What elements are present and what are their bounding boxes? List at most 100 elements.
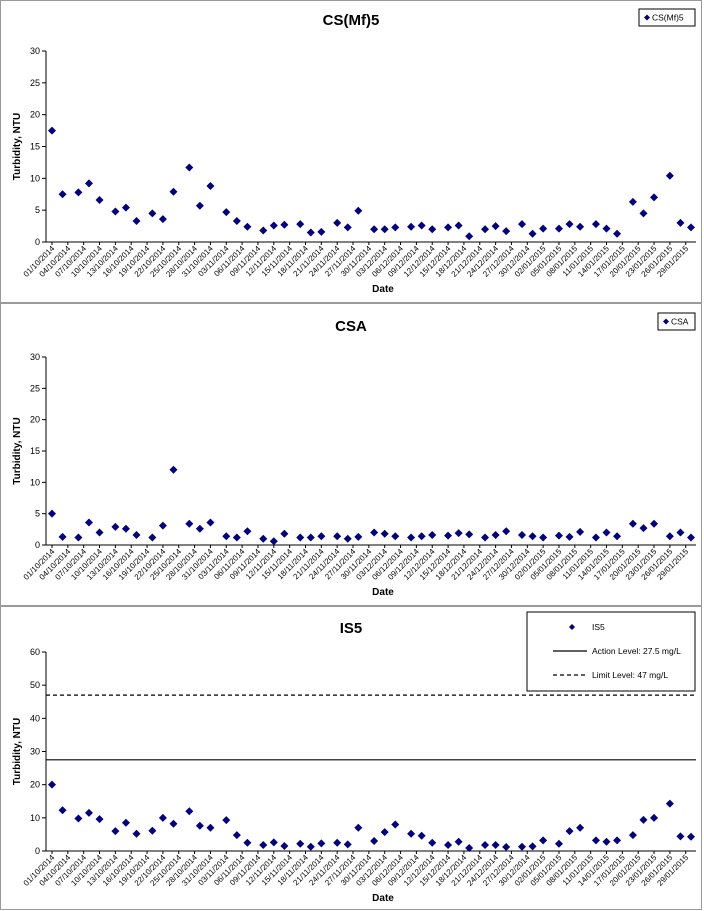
data-point bbox=[243, 222, 252, 231]
data-point bbox=[518, 530, 527, 539]
y-tick-label: 25 bbox=[30, 78, 40, 88]
data-point bbox=[111, 522, 120, 531]
data-point bbox=[391, 820, 400, 829]
data-point bbox=[370, 225, 379, 234]
data-point bbox=[370, 528, 379, 537]
data-point bbox=[317, 227, 326, 236]
data-point bbox=[333, 532, 342, 541]
chart-panel-csa: CSA 0 5 10 15 20 25 30 Turbidity, NTU 01/10/2014 0… bbox=[0, 303, 702, 606]
data-point bbox=[565, 220, 574, 229]
data-point bbox=[502, 527, 511, 536]
legend-marker bbox=[644, 14, 650, 21]
x-axis-label: Date bbox=[372, 893, 394, 904]
data-point bbox=[687, 223, 695, 232]
data-point bbox=[407, 829, 416, 838]
data-point bbox=[613, 229, 622, 238]
data-point bbox=[158, 215, 167, 224]
data-point bbox=[502, 843, 511, 852]
data-point bbox=[280, 220, 289, 229]
data-point bbox=[639, 524, 648, 533]
data-point bbox=[481, 841, 490, 850]
legend-label: Limit Level: 47 mg/L bbox=[592, 670, 668, 680]
data-point bbox=[148, 826, 157, 835]
data-point bbox=[158, 813, 167, 822]
data-point bbox=[343, 534, 352, 543]
data-point bbox=[58, 532, 67, 541]
data-point bbox=[565, 532, 574, 541]
data-point bbox=[428, 225, 437, 234]
data-point bbox=[333, 218, 342, 227]
data-point bbox=[407, 533, 416, 542]
y-tick-label: 15 bbox=[30, 446, 40, 456]
data-point bbox=[111, 207, 120, 216]
data-point bbox=[687, 832, 695, 841]
y-tick-label: 30 bbox=[30, 352, 40, 362]
data-point bbox=[518, 842, 527, 851]
legend-label: Action Level: 27.5 mg/L bbox=[592, 646, 681, 656]
data-point bbox=[306, 228, 315, 237]
data-point bbox=[428, 530, 437, 539]
y-tick-label: 30 bbox=[30, 747, 40, 757]
data-point bbox=[169, 187, 178, 196]
y-tick-label: 10 bbox=[30, 813, 40, 823]
y-tick-label: 15 bbox=[30, 142, 40, 152]
legend-label: IS5 bbox=[592, 622, 605, 632]
data-point bbox=[195, 524, 204, 533]
data-point bbox=[296, 839, 305, 848]
data-point bbox=[417, 221, 426, 230]
data-point bbox=[222, 532, 231, 541]
data-point bbox=[317, 839, 326, 848]
data-point bbox=[391, 223, 400, 232]
data-point bbox=[676, 218, 685, 227]
y-tick-label: 0 bbox=[35, 237, 40, 247]
data-point bbox=[222, 208, 231, 217]
data-point bbox=[259, 226, 268, 235]
data-point bbox=[354, 823, 363, 832]
data-point bbox=[243, 838, 252, 847]
y-tick-label: 10 bbox=[30, 477, 40, 487]
data-point bbox=[121, 203, 130, 212]
data-point bbox=[576, 222, 585, 231]
data-point bbox=[676, 528, 685, 537]
data-point bbox=[243, 527, 252, 536]
data-point bbox=[169, 819, 178, 828]
y-tick-label: 20 bbox=[30, 780, 40, 790]
data-point bbox=[111, 827, 120, 836]
data-point bbox=[465, 530, 474, 539]
data-point bbox=[650, 519, 659, 528]
data-point bbox=[539, 533, 548, 542]
data-point bbox=[121, 524, 130, 533]
legend-label: CSA bbox=[671, 317, 689, 327]
data-point bbox=[132, 216, 141, 225]
data-point bbox=[502, 227, 511, 236]
data-point bbox=[380, 529, 389, 538]
data-point bbox=[528, 532, 537, 541]
data-point bbox=[465, 844, 474, 853]
data-point bbox=[528, 229, 537, 238]
data-point bbox=[591, 220, 600, 229]
data-point bbox=[354, 206, 363, 215]
data-point bbox=[417, 831, 426, 840]
y-tick-label: 20 bbox=[30, 110, 40, 120]
data-point bbox=[343, 840, 352, 849]
data-point bbox=[222, 816, 231, 825]
x-axis-label: Date bbox=[372, 587, 394, 598]
data-point bbox=[465, 232, 474, 241]
data-point bbox=[185, 807, 194, 816]
data-point bbox=[417, 532, 426, 541]
data-point bbox=[333, 838, 342, 847]
data-point bbox=[576, 527, 585, 536]
data-point bbox=[454, 529, 463, 538]
data-point bbox=[576, 823, 585, 832]
data-point bbox=[232, 831, 241, 840]
y-tick-label: 0 bbox=[35, 540, 40, 550]
data-point bbox=[306, 842, 315, 851]
data-point bbox=[491, 841, 500, 850]
data-point bbox=[206, 181, 215, 190]
data-point bbox=[132, 530, 141, 539]
data-point bbox=[665, 171, 674, 180]
data-point bbox=[687, 533, 695, 542]
data-point bbox=[296, 533, 305, 542]
y-axis-label: Turbidity, NTU bbox=[12, 417, 23, 484]
data-point bbox=[195, 821, 204, 830]
